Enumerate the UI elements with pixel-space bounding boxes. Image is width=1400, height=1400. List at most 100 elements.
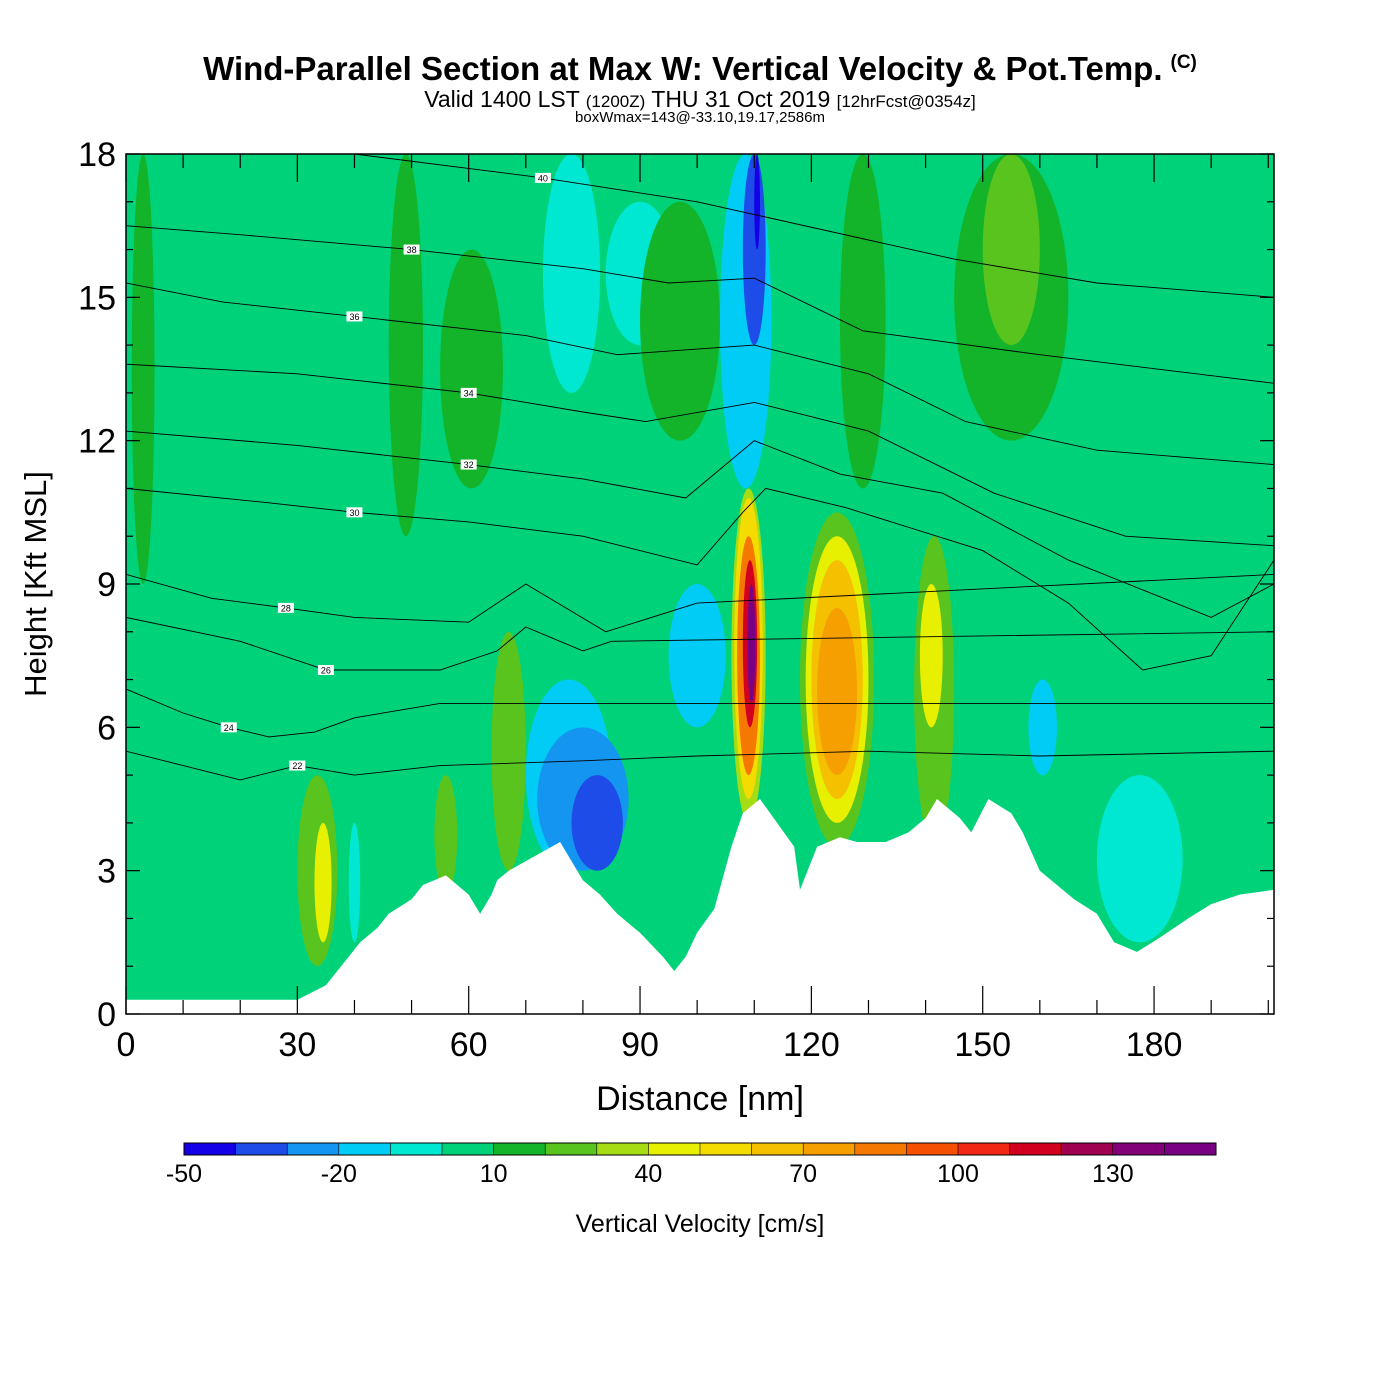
isentrope-label: 40	[538, 173, 548, 183]
w-cell	[1096, 775, 1183, 943]
isentrope-label-bg	[460, 459, 477, 470]
valid-time-line: Valid 1400 LST (1200Z) THU 31 Oct 2019 […	[424, 86, 976, 112]
x-tick-label: 120	[783, 1026, 840, 1064]
isentrope-label: 34	[464, 388, 474, 398]
chart-title: Wind-Parallel Section at Max W: Vertical…	[203, 50, 1197, 87]
w-cell	[668, 584, 726, 728]
isentrope-label-bg	[460, 387, 477, 398]
colorbar-swatch	[700, 1143, 753, 1155]
isentrope-34	[126, 363, 1274, 547]
colorbar-swatch	[958, 1143, 1011, 1155]
colorbar-swatch	[390, 1143, 443, 1155]
isentrope-22	[126, 750, 1274, 781]
w-cell	[542, 154, 601, 393]
colorbar-label: Vertical Velocity [cm/s]	[576, 1210, 825, 1238]
y-tick-label: 18	[78, 136, 116, 174]
colorbar-swatch	[338, 1143, 391, 1155]
w-cell	[982, 154, 1040, 346]
w-cell	[440, 249, 503, 489]
w-cell	[1028, 679, 1057, 776]
colorbar-swatch	[235, 1143, 288, 1155]
colorbar-swatch	[596, 1143, 649, 1155]
w-cell	[919, 584, 943, 728]
isentrope-label: 24	[224, 723, 234, 733]
x-tick-label: 60	[450, 1026, 488, 1064]
isentrope-label: 28	[281, 603, 291, 613]
isentrope-26	[126, 616, 1274, 671]
box-info-line: boxWmax=143@-33.10,19.17,2586m	[575, 109, 825, 126]
isentrope-38	[126, 225, 1274, 384]
w-cell	[388, 154, 423, 537]
x-tick-label: 90	[621, 1026, 659, 1064]
colorbar-tick-label: 40	[634, 1160, 662, 1188]
isentrope-36	[126, 282, 1274, 466]
isentrope-30	[126, 487, 1274, 671]
w-cell	[742, 154, 766, 346]
y-tick-label: 3	[97, 853, 116, 891]
colorbar-swatch	[906, 1143, 959, 1155]
isentrope-32	[126, 430, 1274, 618]
isentrope-40	[349, 154, 1274, 298]
w-cell	[348, 822, 361, 943]
isentrope-label: 30	[349, 508, 359, 518]
w-cell	[571, 775, 623, 871]
colorbar-swatch	[1112, 1143, 1165, 1155]
x-tick-label: 150	[954, 1026, 1011, 1064]
colorbar-tick-label: 70	[789, 1160, 817, 1188]
w-cell	[131, 154, 155, 584]
isentrope-28	[126, 573, 1274, 633]
colorbar-tick-label: 100	[937, 1160, 979, 1188]
colorbar-swatch	[1164, 1143, 1217, 1155]
colorbar-swatch	[493, 1143, 546, 1155]
colorbar-tick-label: 130	[1092, 1160, 1134, 1188]
isentrope-label-bg	[289, 760, 306, 771]
isentrope-label-bg	[277, 602, 294, 613]
x-tick-label: 30	[278, 1026, 316, 1064]
colorbar-swatch	[442, 1143, 495, 1155]
y-axis-label: Height [Kft MSL]	[18, 471, 53, 697]
colorbar-swatch	[545, 1143, 598, 1155]
w-cell	[314, 822, 332, 943]
y-tick-label: 12	[78, 423, 116, 461]
isentrope-label-bg	[534, 172, 551, 183]
copyright-mark: (C)	[1170, 52, 1197, 73]
w-cell	[754, 154, 760, 250]
x-tick-label: 180	[1126, 1026, 1183, 1064]
w-cell	[434, 775, 458, 895]
w-cell	[747, 584, 756, 704]
colorbar-swatch	[287, 1143, 340, 1155]
colorbar-tick-label: 10	[480, 1160, 508, 1188]
isentrope-24	[126, 688, 1274, 738]
isentrope-label-bg	[220, 722, 237, 733]
y-tick-label: 6	[97, 709, 116, 747]
w-cell	[817, 607, 858, 776]
y-tick-label: 15	[78, 279, 116, 317]
w-cell	[640, 201, 720, 441]
w-cell	[839, 154, 886, 489]
terrain-mask	[126, 799, 1274, 1014]
colorbar-tick-label: -50	[166, 1160, 202, 1188]
colorbar-swatch	[648, 1143, 701, 1155]
x-axis-label: Distance [nm]	[596, 1080, 804, 1118]
colorbar-swatch	[854, 1143, 907, 1155]
x-tick-label: 0	[117, 1026, 136, 1064]
colorbar-swatch	[803, 1143, 856, 1155]
isentrope-label-bg	[317, 665, 334, 675]
isentrope-label: 36	[349, 312, 359, 322]
isentrope-label-bg	[403, 244, 420, 255]
y-tick-label: 0	[97, 996, 116, 1034]
colorbar-swatch	[1061, 1143, 1114, 1155]
isentrope-label-bg	[346, 507, 363, 518]
colorbar-swatch	[751, 1143, 804, 1155]
w-cell	[491, 631, 526, 871]
colorbar-swatch	[184, 1143, 237, 1155]
colorbar-swatch	[1009, 1143, 1062, 1155]
isentrope-label-bg	[346, 311, 363, 322]
y-tick-label: 9	[97, 566, 116, 604]
isentrope-label: 38	[407, 245, 417, 255]
isentrope-label: 32	[464, 460, 474, 470]
isentrope-label: 26	[321, 666, 331, 676]
isentrope-label: 22	[292, 761, 302, 771]
colorbar-tick-label: -20	[321, 1160, 357, 1188]
